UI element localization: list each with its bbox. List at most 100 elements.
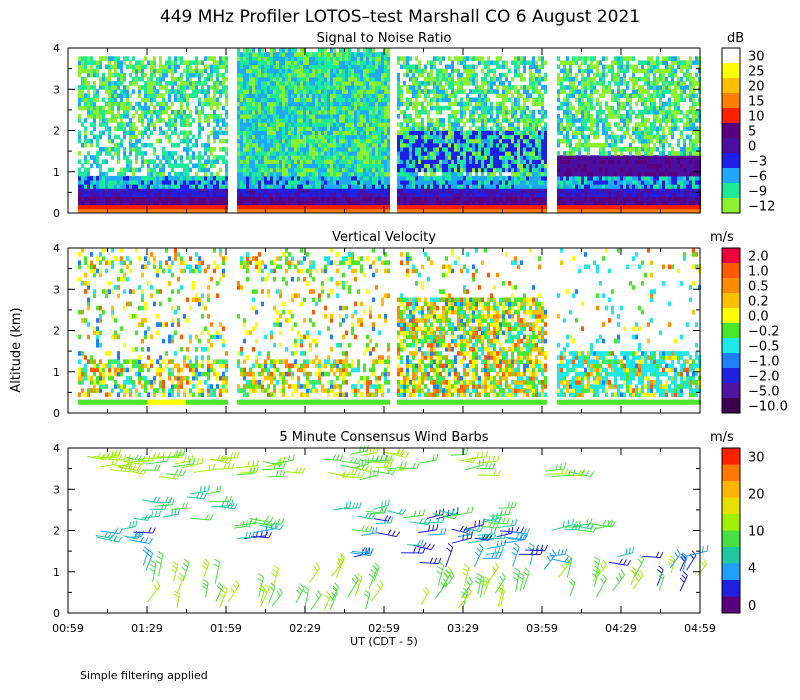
snr-cell <box>541 184 544 189</box>
snr-cell <box>532 109 535 115</box>
snr-cell <box>427 167 430 173</box>
snr-cell <box>412 192 415 197</box>
snr-cell <box>360 208 363 214</box>
snr-cell <box>442 147 445 152</box>
snr-cell <box>445 64 448 70</box>
snr-cell <box>261 101 264 107</box>
snr-cell <box>237 56 240 61</box>
snr-cell <box>90 68 93 74</box>
snr-cell <box>499 93 502 98</box>
snr-cell <box>366 48 369 53</box>
snr-cell <box>210 101 213 107</box>
snr-cell <box>466 134 469 140</box>
snr-cell <box>451 126 454 131</box>
snr-cell <box>237 138 240 144</box>
snr-cell <box>360 72 363 78</box>
snr-cell <box>312 89 315 94</box>
snr-cell <box>484 208 487 214</box>
snr-cell <box>78 204 81 210</box>
snr-cell <box>369 130 372 136</box>
snr-cell <box>535 68 538 74</box>
snr-cell <box>526 93 529 98</box>
snr-cell <box>312 60 315 65</box>
snr-cell <box>517 122 520 127</box>
snr-cell <box>403 109 406 115</box>
snr-cell <box>213 200 216 206</box>
snr-cell <box>303 175 306 181</box>
snr-cell <box>490 60 493 65</box>
snr-cell <box>421 89 424 94</box>
snr-cell <box>78 188 81 193</box>
snr-cell <box>387 76 390 82</box>
snr-cell <box>415 163 418 169</box>
snr-cell <box>288 167 291 173</box>
snr-cell <box>210 208 213 214</box>
snr-cell <box>502 175 505 181</box>
snr-cell <box>210 85 213 90</box>
snr-cell <box>303 109 306 115</box>
snr-cell <box>135 138 138 144</box>
snr-cell <box>424 130 427 136</box>
snr-cell <box>387 48 390 53</box>
snr-cell <box>424 138 427 144</box>
snr-cell <box>363 114 366 119</box>
snr-cell <box>183 180 186 185</box>
snr-cell <box>445 142 448 148</box>
snr-cell <box>300 155 303 160</box>
snr-cell <box>366 142 369 148</box>
snr-cell <box>123 130 126 136</box>
snr-cell <box>541 151 544 156</box>
snr-cell <box>387 56 390 61</box>
snr-cell <box>108 134 111 140</box>
snr-cell <box>237 188 240 193</box>
snr-cell <box>264 134 267 140</box>
snr-cell <box>372 175 375 181</box>
snr-cell <box>472 81 475 86</box>
snr-cell <box>213 64 216 70</box>
snr-cell <box>210 159 213 164</box>
snr-cell <box>144 85 147 90</box>
snr-cell <box>153 184 156 189</box>
snr-cell <box>397 204 400 210</box>
snr-cell <box>216 76 219 82</box>
snr-cell <box>345 101 348 107</box>
snr-cell <box>342 142 345 148</box>
snr-cell <box>225 147 228 152</box>
snr-cell <box>84 85 87 90</box>
snr-cell <box>463 101 466 107</box>
snr-cell <box>204 56 207 61</box>
snr-cell <box>541 130 544 136</box>
snr-cell <box>267 147 270 152</box>
snr-cell <box>180 81 183 86</box>
snr-cell <box>375 93 378 98</box>
snr-cell <box>463 167 466 173</box>
snr-cell <box>463 138 466 144</box>
snr-cell <box>216 171 219 177</box>
snr-cell <box>114 188 117 193</box>
snr-cell <box>448 126 451 131</box>
snr-cell <box>339 200 342 206</box>
snr-cell <box>225 188 228 193</box>
snr-cell <box>120 175 123 181</box>
snr-cell <box>162 72 165 78</box>
snr-cell <box>309 134 312 140</box>
snr-cell <box>406 60 409 65</box>
snr-cell <box>246 151 249 156</box>
snr-cell <box>357 72 360 78</box>
snr-cell <box>457 163 460 169</box>
snr-cell <box>324 72 327 78</box>
snr-cell <box>111 200 114 206</box>
snr-cell <box>267 56 270 61</box>
snr-cell <box>147 89 150 94</box>
snr-cell <box>138 167 141 173</box>
snr-cell <box>273 192 276 197</box>
snr-cell <box>378 196 381 202</box>
snr-cell <box>427 81 430 86</box>
snr-cell <box>90 200 93 206</box>
snr-cell <box>279 147 282 152</box>
snr-cell <box>267 142 270 148</box>
snr-cell <box>201 208 204 214</box>
snr-cell <box>126 200 129 206</box>
snr-cell <box>409 159 412 164</box>
snr-cell <box>285 208 288 214</box>
